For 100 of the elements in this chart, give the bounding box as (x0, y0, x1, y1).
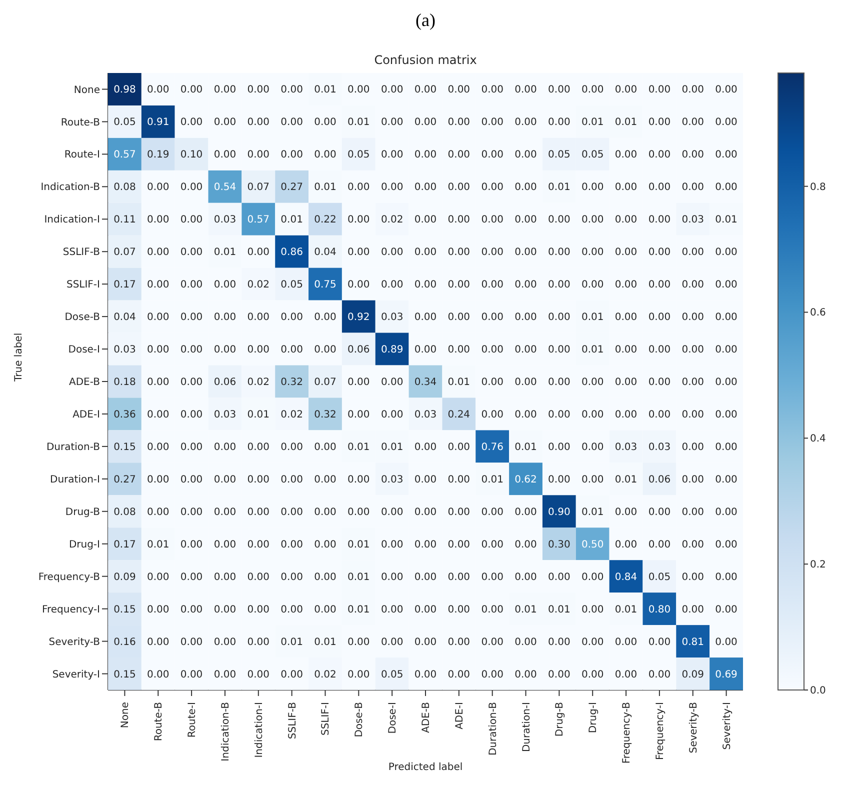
data-label: 0.03 (214, 409, 236, 420)
data-label: 0.00 (348, 409, 370, 420)
data-label: 0.00 (247, 150, 270, 161)
data-label: 0.32 (314, 409, 336, 420)
data-label: 0.00 (481, 604, 504, 616)
data-label: 0.00 (414, 214, 437, 226)
data-label: 0.01 (614, 117, 638, 128)
data-label: 0.01 (147, 539, 170, 550)
data-label: 0.00 (180, 539, 203, 550)
data-label: 0.00 (715, 604, 738, 616)
x-tick-label: Frequency-B (622, 702, 633, 764)
y-tick-label: Indication-I (44, 214, 100, 226)
color-bar-label: 0.4 (810, 434, 826, 445)
data-label: 0.00 (348, 506, 370, 518)
data-label: 0.00 (715, 117, 738, 128)
y-tick-label: Indication-B (40, 182, 100, 194)
data-label: 0.00 (682, 247, 704, 258)
data-label: 0.00 (548, 214, 570, 226)
data-label: 0.00 (214, 604, 236, 616)
data-label: 0.00 (147, 84, 170, 96)
data-label: 0.01 (348, 539, 370, 550)
data-label: 0.00 (715, 539, 738, 550)
y-tick-label: Severity-B (48, 636, 100, 648)
data-label: 0.09 (682, 669, 704, 680)
data-label: 0.00 (514, 539, 537, 550)
data-label: 0.00 (180, 182, 203, 194)
x-tick-label: SSLIF-B (287, 702, 298, 740)
data-label: 0.00 (581, 84, 604, 96)
data-label: 0.00 (481, 409, 504, 420)
data-label: 0.03 (214, 214, 236, 226)
data-label: 0.00 (414, 280, 437, 291)
y-tick-label: ADE-B (69, 377, 100, 388)
x-tick-label: Dose-B (354, 702, 366, 738)
data-label: 0.00 (414, 344, 437, 356)
x-tick-label: Dose-I (388, 702, 399, 734)
data-label: 0.05 (548, 150, 570, 161)
data-label: 0.00 (514, 409, 537, 420)
data-label: 0.00 (682, 474, 704, 486)
data-label: 0.00 (414, 506, 437, 518)
data-label: 0.00 (514, 280, 537, 291)
data-label: 0.00 (147, 182, 170, 194)
data-label: 0.00 (214, 539, 236, 550)
data-label: 0.00 (548, 84, 570, 96)
data-label: 0.00 (514, 150, 537, 161)
data-label: 0.00 (380, 247, 404, 258)
data-label: 0.00 (147, 474, 170, 486)
data-label: 0.00 (548, 312, 570, 324)
data-label: 0.01 (314, 636, 336, 648)
data-label: 0.00 (448, 604, 470, 616)
data-label: 0.00 (280, 474, 303, 486)
data-label: 0.00 (414, 669, 437, 680)
data-label: 0.03 (648, 442, 671, 453)
data-label: 0.05 (581, 150, 604, 161)
data-label: 0.00 (514, 506, 537, 518)
data-label: 0.00 (548, 117, 570, 128)
data-label: 0.00 (481, 150, 504, 161)
data-label: 0.00 (448, 312, 470, 324)
data-label: 0.00 (481, 117, 504, 128)
y-tick-label: Route-I (64, 150, 100, 161)
data-label: 0.00 (147, 442, 170, 453)
data-label: 0.00 (247, 669, 270, 680)
data-label: 0.01 (247, 409, 270, 420)
data-label: 0.00 (414, 117, 437, 128)
data-label: 0.91 (147, 117, 170, 128)
data-label: 0.50 (581, 539, 604, 550)
x-tick-label: Route-B (154, 702, 165, 742)
data-label: 0.04 (314, 247, 336, 258)
data-label: 0.00 (682, 280, 704, 291)
data-label: 0.05 (114, 117, 136, 128)
data-label: 0.00 (214, 442, 236, 453)
y-tick-label: Route-B (60, 117, 100, 128)
y-tick-label: Severity-I (52, 669, 100, 680)
data-label: 0.00 (581, 280, 604, 291)
data-label: 0.01 (314, 84, 336, 96)
data-label: 0.01 (348, 572, 370, 583)
data-label: 0.00 (214, 117, 236, 128)
data-label: 0.00 (180, 604, 203, 616)
data-label: 0.00 (380, 150, 404, 161)
data-label: 0.00 (448, 214, 470, 226)
data-label: 0.01 (380, 442, 404, 453)
data-label: 0.00 (180, 506, 203, 518)
data-label: 0.00 (481, 636, 504, 648)
data-label: 0.00 (548, 572, 570, 583)
data-label: 0.00 (614, 214, 638, 226)
data-label: 0.76 (481, 442, 504, 453)
data-label: 0.01 (581, 344, 604, 356)
data-label: 0.01 (314, 182, 336, 194)
data-label: 0.00 (280, 117, 303, 128)
data-label: 0.15 (114, 669, 136, 680)
data-label: 0.00 (581, 409, 604, 420)
x-tick-label: Severity-I (722, 702, 733, 750)
data-label: 0.00 (448, 636, 470, 648)
data-label: 0.00 (147, 214, 170, 226)
data-label: 0.09 (114, 572, 136, 583)
x-tick-label: Route-I (187, 702, 198, 738)
data-label: 0.92 (348, 312, 370, 324)
data-label: 0.03 (380, 474, 404, 486)
data-label: 0.00 (648, 506, 671, 518)
data-label: 0.00 (247, 344, 270, 356)
data-label: 0.98 (114, 84, 136, 96)
